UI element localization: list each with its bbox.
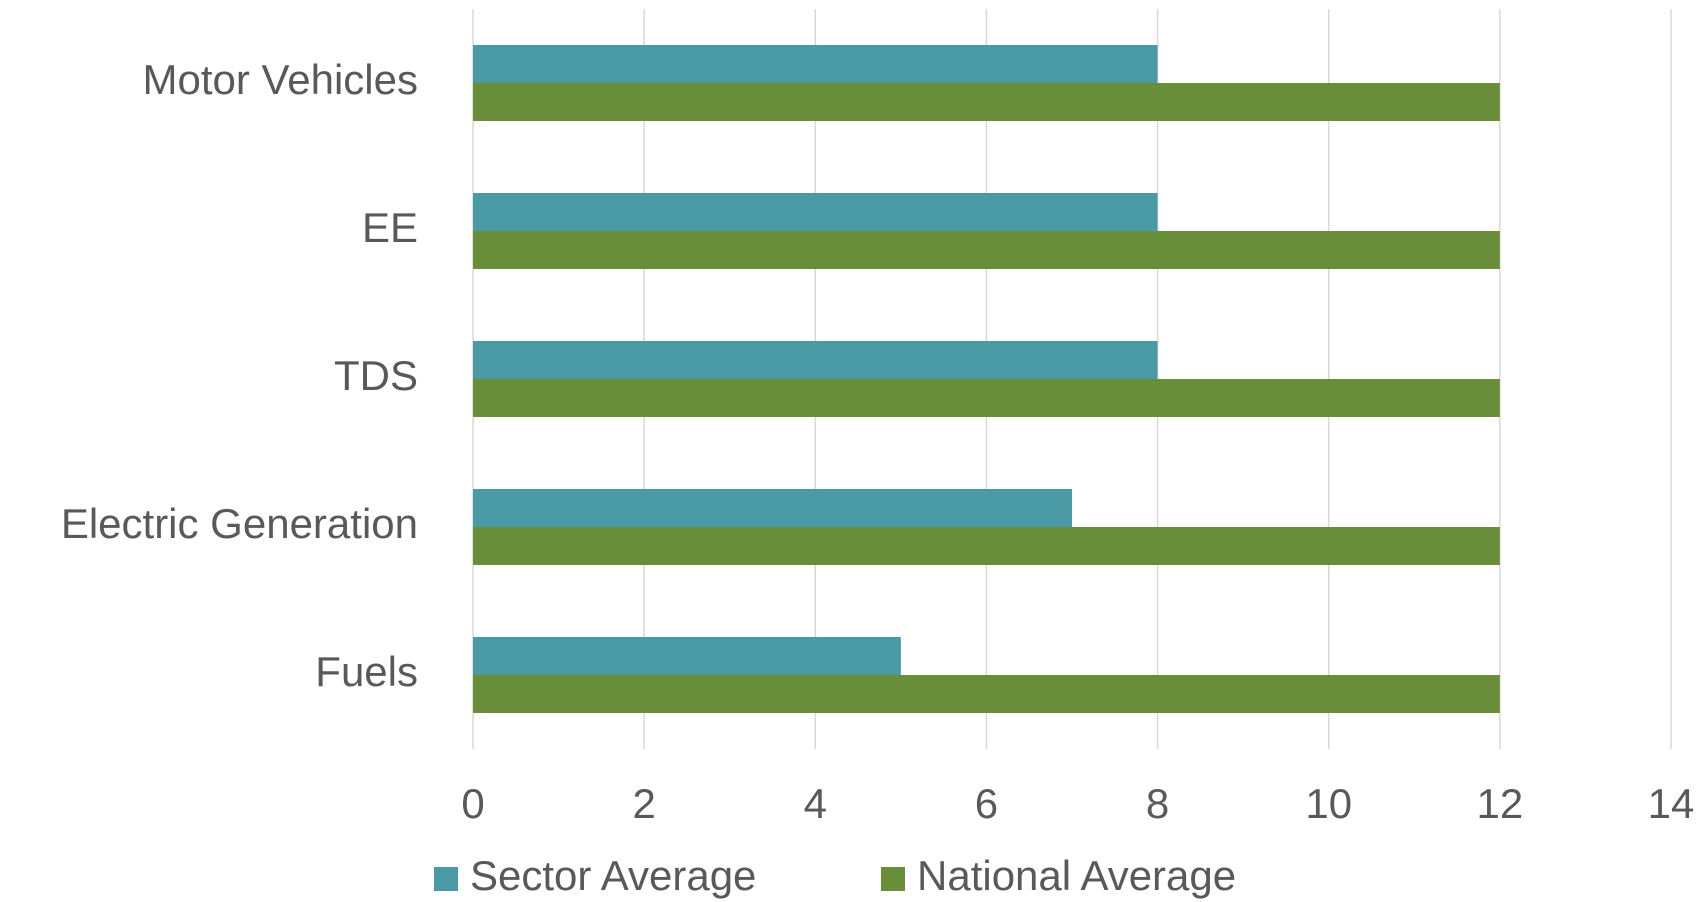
y-tick-label: Fuels xyxy=(315,648,418,695)
legend-swatch xyxy=(881,867,905,891)
x-tick-label: 2 xyxy=(632,780,655,827)
bar xyxy=(473,527,1500,565)
x-tick-label: 8 xyxy=(1146,780,1169,827)
x-tick-label: 10 xyxy=(1305,780,1352,827)
bar xyxy=(473,489,1072,527)
bar xyxy=(473,45,1158,83)
bar xyxy=(473,379,1500,417)
legend-label: National Average xyxy=(917,852,1236,899)
bar xyxy=(473,637,901,675)
bar xyxy=(473,675,1500,713)
legend-swatch xyxy=(434,867,458,891)
x-tick-label: 4 xyxy=(804,780,827,827)
y-tick-label: EE xyxy=(362,204,418,251)
bar xyxy=(473,231,1500,269)
bar xyxy=(473,83,1500,121)
bar xyxy=(473,193,1158,231)
bar xyxy=(473,341,1158,379)
x-tick-label: 0 xyxy=(461,780,484,827)
x-tick-label: 14 xyxy=(1648,780,1695,827)
y-tick-label: Motor Vehicles xyxy=(143,56,418,103)
x-tick-label: 12 xyxy=(1476,780,1523,827)
y-tick-label: Electric Generation xyxy=(61,500,418,547)
y-tick-label: TDS xyxy=(334,352,418,399)
legend-label: Sector Average xyxy=(470,852,756,899)
x-tick-label: 6 xyxy=(975,780,998,827)
